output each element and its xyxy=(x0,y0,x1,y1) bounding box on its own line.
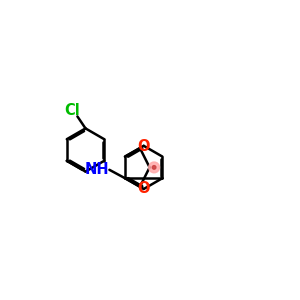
Circle shape xyxy=(149,162,160,173)
Text: O: O xyxy=(138,181,150,196)
Text: NH: NH xyxy=(85,162,109,177)
Text: Cl: Cl xyxy=(64,103,80,118)
Text: O: O xyxy=(138,139,150,154)
Circle shape xyxy=(152,166,156,169)
